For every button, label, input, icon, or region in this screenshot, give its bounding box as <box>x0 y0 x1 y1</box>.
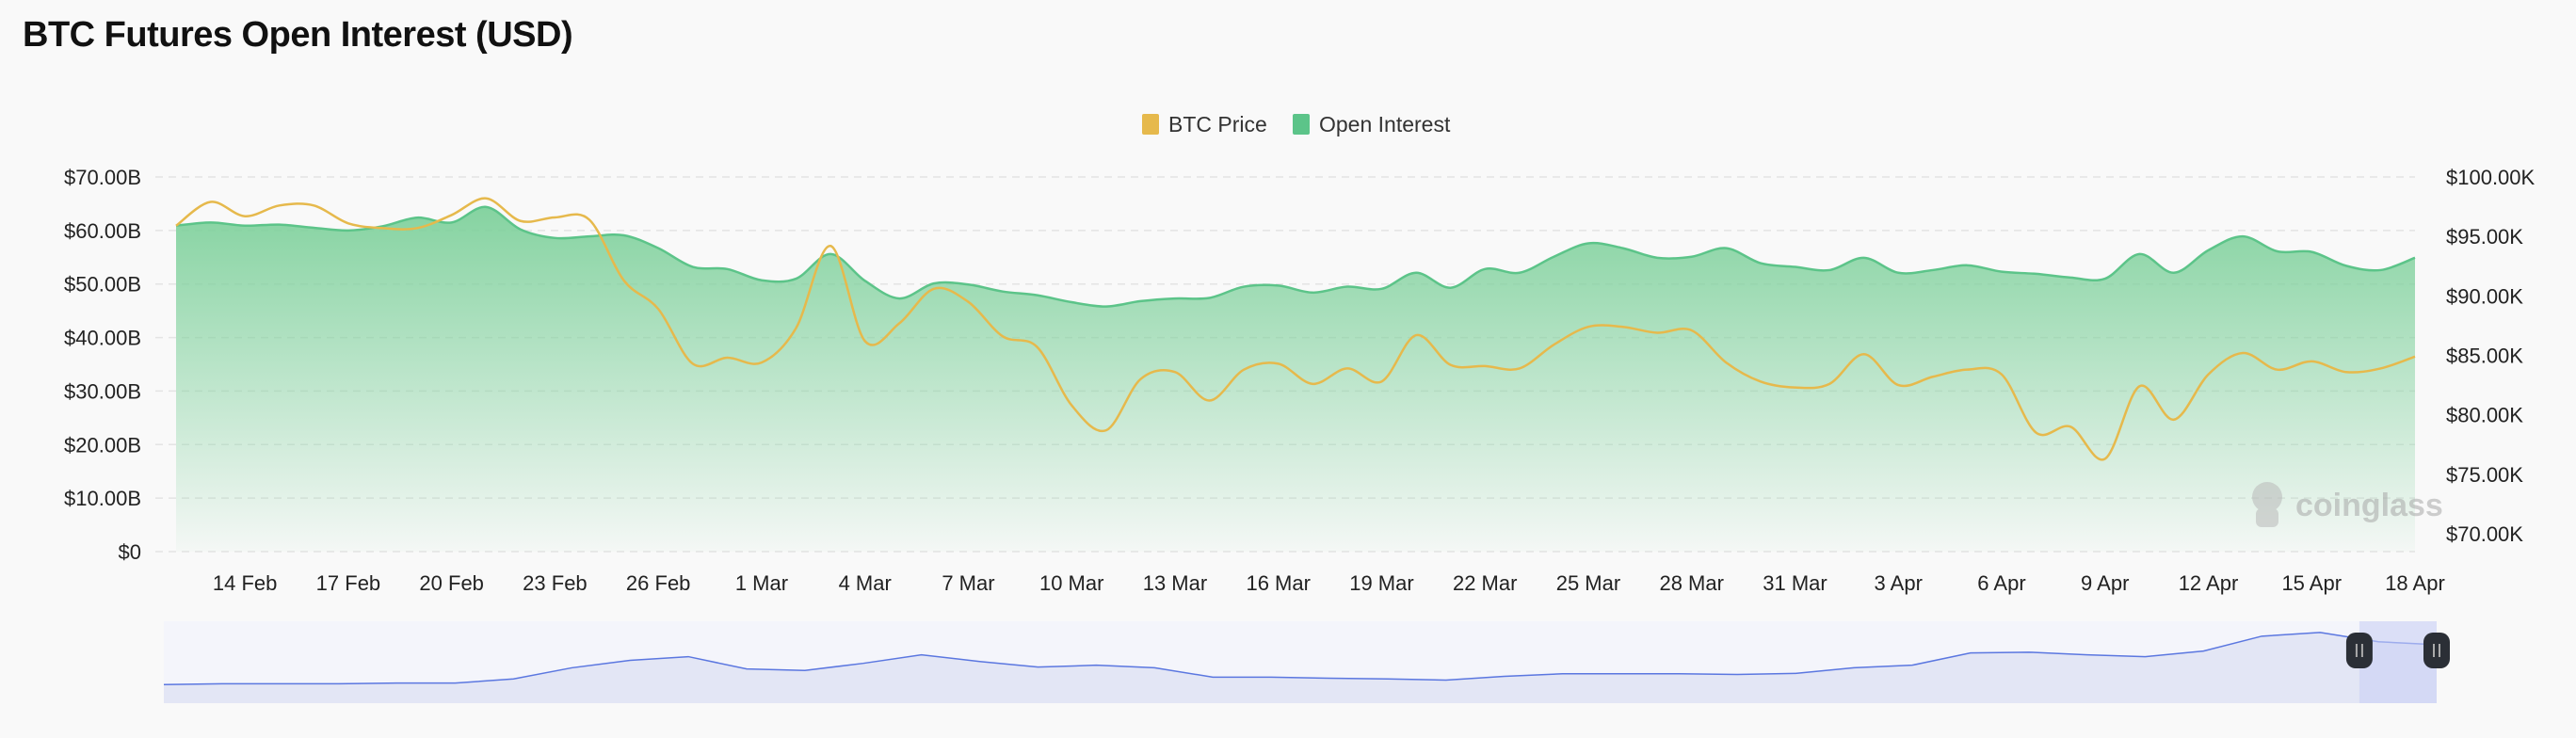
legend-label-open-interest: Open Interest <box>1319 112 1451 136</box>
x-tick-label: 13 Mar <box>1143 571 1207 595</box>
y-left-tick-label: $30.00B <box>64 379 141 403</box>
y-left-tick-label: $10.00B <box>64 487 141 510</box>
x-tick-label: 4 Mar <box>839 571 892 595</box>
y-right-tick-label: $75.00K <box>2446 463 2523 487</box>
x-tick-label: 16 Mar <box>1246 571 1310 595</box>
y-right-tick-label: $95.00K <box>2446 225 2523 249</box>
y-left-tick-label: $20.00B <box>64 433 141 457</box>
chart-title: BTC Futures Open Interest (USD) <box>23 15 573 55</box>
coinglass-logo-body <box>2256 508 2278 527</box>
x-tick-label: 22 Mar <box>1453 571 1517 595</box>
navigator[interactable] <box>163 621 2450 703</box>
open-interest-line <box>175 205 2416 308</box>
legend-label-btc-price: BTC Price <box>1168 112 1267 136</box>
x-tick-label: 3 Apr <box>1875 571 1923 595</box>
legend-swatch-open-interest <box>1293 114 1310 135</box>
y-left-tick-label: $40.00B <box>64 327 141 350</box>
x-tick-label: 14 Feb <box>213 571 278 595</box>
legend-swatch-btc-price <box>1142 114 1159 135</box>
x-tick-label: 25 Mar <box>1556 571 1620 595</box>
x-tick-label: 20 Feb <box>419 571 484 595</box>
x-tick-label: 10 Mar <box>1039 571 1103 595</box>
navigator-handle-right[interactable] <box>2423 633 2450 668</box>
y-right-tick-label: $70.00K <box>2446 522 2523 546</box>
x-tick-label: 26 Feb <box>626 571 691 595</box>
legend-item-open-interest[interactable]: Open Interest <box>1293 112 1451 136</box>
legend-item-btc-price[interactable]: BTC Price <box>1142 112 1267 136</box>
x-tick-label: 15 Apr <box>2281 571 2342 595</box>
handle-grip-icon <box>2423 633 2450 668</box>
y-right-tick-label: $85.00K <box>2446 345 2523 368</box>
x-tick-label: 18 Apr <box>2385 571 2445 595</box>
x-tick-label: 7 Mar <box>942 571 994 595</box>
navigator-handle-left[interactable] <box>2345 633 2373 668</box>
y-left-tick-label: $70.00B <box>64 166 141 189</box>
navigator-line <box>163 632 2438 685</box>
navigator-selection[interactable] <box>2359 621 2437 703</box>
y-right-tick-label: $100.00K <box>2446 166 2536 189</box>
coinglass-wordmark: coinglass <box>2295 488 2443 523</box>
coinglass-watermark: coinglass <box>2252 482 2443 527</box>
y-right-tick-label: $90.00K <box>2446 284 2523 308</box>
x-tick-label: 23 Feb <box>523 571 588 595</box>
x-tick-label: 12 Apr <box>2179 571 2239 595</box>
btc-price-line <box>175 197 2416 461</box>
coinglass-logo-icon <box>2252 482 2282 512</box>
x-tick-label: 31 Mar <box>1763 571 1827 595</box>
y-left-tick-label: $60.00B <box>64 219 141 243</box>
navigator-area <box>164 632 2437 703</box>
x-tick-label: 17 Feb <box>316 571 381 595</box>
y-right-tick-label: $80.00K <box>2446 404 2523 427</box>
x-tick-label: 1 Mar <box>735 571 788 595</box>
y-left-tick-label: $0 <box>119 540 141 564</box>
x-tick-label: 6 Apr <box>1977 571 2025 595</box>
legend: BTC Price Open Interest <box>1142 112 1451 136</box>
y-left-tick-label: $50.00B <box>64 273 141 297</box>
x-tick-label: 28 Mar <box>1659 571 1723 595</box>
x-tick-label: 9 Apr <box>2081 571 2129 595</box>
handle-grip-icon <box>2345 633 2373 668</box>
open-interest-area <box>176 206 2415 553</box>
x-tick-label: 19 Mar <box>1349 571 1413 595</box>
